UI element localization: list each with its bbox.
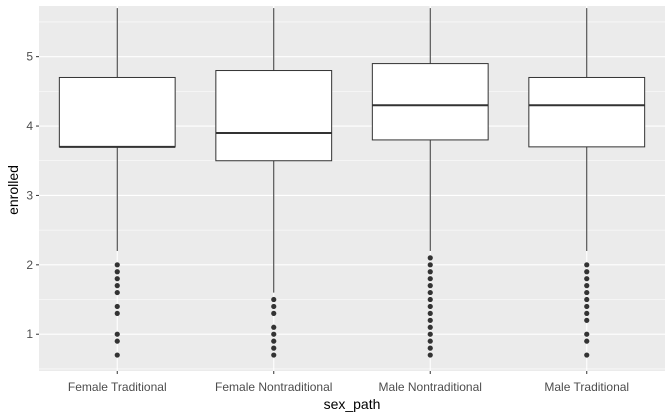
y-axis-ticks: 1 2 3 4 5 bbox=[26, 50, 39, 341]
outlier-point bbox=[114, 303, 120, 310]
outlier-point bbox=[584, 331, 590, 337]
outlier-point bbox=[427, 317, 433, 323]
outlier-point bbox=[271, 352, 277, 358]
outlier-point bbox=[584, 352, 590, 358]
y-tick-label: 3 bbox=[26, 188, 33, 202]
outlier-point bbox=[427, 331, 433, 337]
outlier-point bbox=[114, 310, 120, 317]
outlier-point bbox=[427, 303, 433, 310]
y-tick-label: 2 bbox=[26, 258, 33, 272]
outlier-point bbox=[427, 289, 433, 296]
outlier-point bbox=[427, 352, 433, 358]
box-group bbox=[528, 8, 646, 358]
x-tick-label: Female Nontraditional bbox=[215, 380, 332, 394]
outlier-point bbox=[114, 352, 120, 358]
outlier-point bbox=[114, 331, 120, 337]
box-body bbox=[58, 76, 176, 148]
x-axis-ticks: Female Traditional Female Nontraditional M… bbox=[68, 371, 629, 394]
outlier-point bbox=[427, 262, 433, 268]
outlier-point bbox=[114, 262, 120, 268]
outlier-point bbox=[427, 269, 433, 275]
outlier-point bbox=[584, 338, 590, 344]
outlier-point bbox=[114, 338, 120, 344]
outlier-point bbox=[271, 303, 277, 310]
outlier-point bbox=[114, 283, 120, 289]
x-axis-title: sex_path bbox=[324, 396, 381, 412]
outlier-point bbox=[114, 289, 120, 296]
outlier-point bbox=[427, 276, 433, 282]
outlier-point bbox=[427, 296, 433, 303]
box-series bbox=[58, 8, 646, 358]
outlier-point bbox=[271, 296, 277, 303]
x-tick-label: Female Traditional bbox=[68, 380, 167, 394]
y-tick-label: 5 bbox=[26, 50, 33, 64]
outlier-point bbox=[584, 283, 590, 289]
box-group bbox=[58, 8, 176, 358]
outlier-point bbox=[584, 303, 590, 310]
outlier-point bbox=[114, 276, 120, 282]
outlier-point bbox=[584, 289, 590, 296]
box-group bbox=[371, 8, 489, 358]
outlier-point bbox=[584, 269, 590, 275]
outlier-point bbox=[584, 262, 590, 268]
outlier-point bbox=[584, 276, 590, 282]
outlier-point bbox=[427, 338, 433, 344]
outlier-point bbox=[427, 310, 433, 317]
outlier-point bbox=[427, 283, 433, 289]
outlier-point bbox=[114, 269, 120, 275]
outlier-point bbox=[271, 331, 277, 337]
outlier-point bbox=[427, 255, 433, 261]
outlier-point bbox=[271, 310, 277, 317]
box-group bbox=[215, 8, 333, 358]
x-tick-label: Male Nontraditional bbox=[379, 380, 482, 394]
box-body bbox=[528, 76, 646, 148]
outlier-point bbox=[271, 345, 277, 351]
plot-panel bbox=[39, 6, 665, 371]
outlier-point bbox=[427, 324, 433, 330]
y-tick-label: 4 bbox=[26, 119, 33, 133]
outlier-point bbox=[584, 317, 590, 323]
y-tick-label: 1 bbox=[26, 327, 33, 341]
box-body bbox=[371, 63, 489, 141]
box-body bbox=[215, 70, 333, 162]
outlier-point bbox=[584, 296, 590, 303]
outlier-point bbox=[271, 338, 277, 344]
x-tick-label: Male Traditional bbox=[544, 380, 629, 394]
outlier-point bbox=[271, 324, 277, 330]
y-axis-title: enrolled bbox=[5, 165, 21, 215]
outlier-point bbox=[427, 345, 433, 351]
outlier-point bbox=[584, 310, 590, 317]
